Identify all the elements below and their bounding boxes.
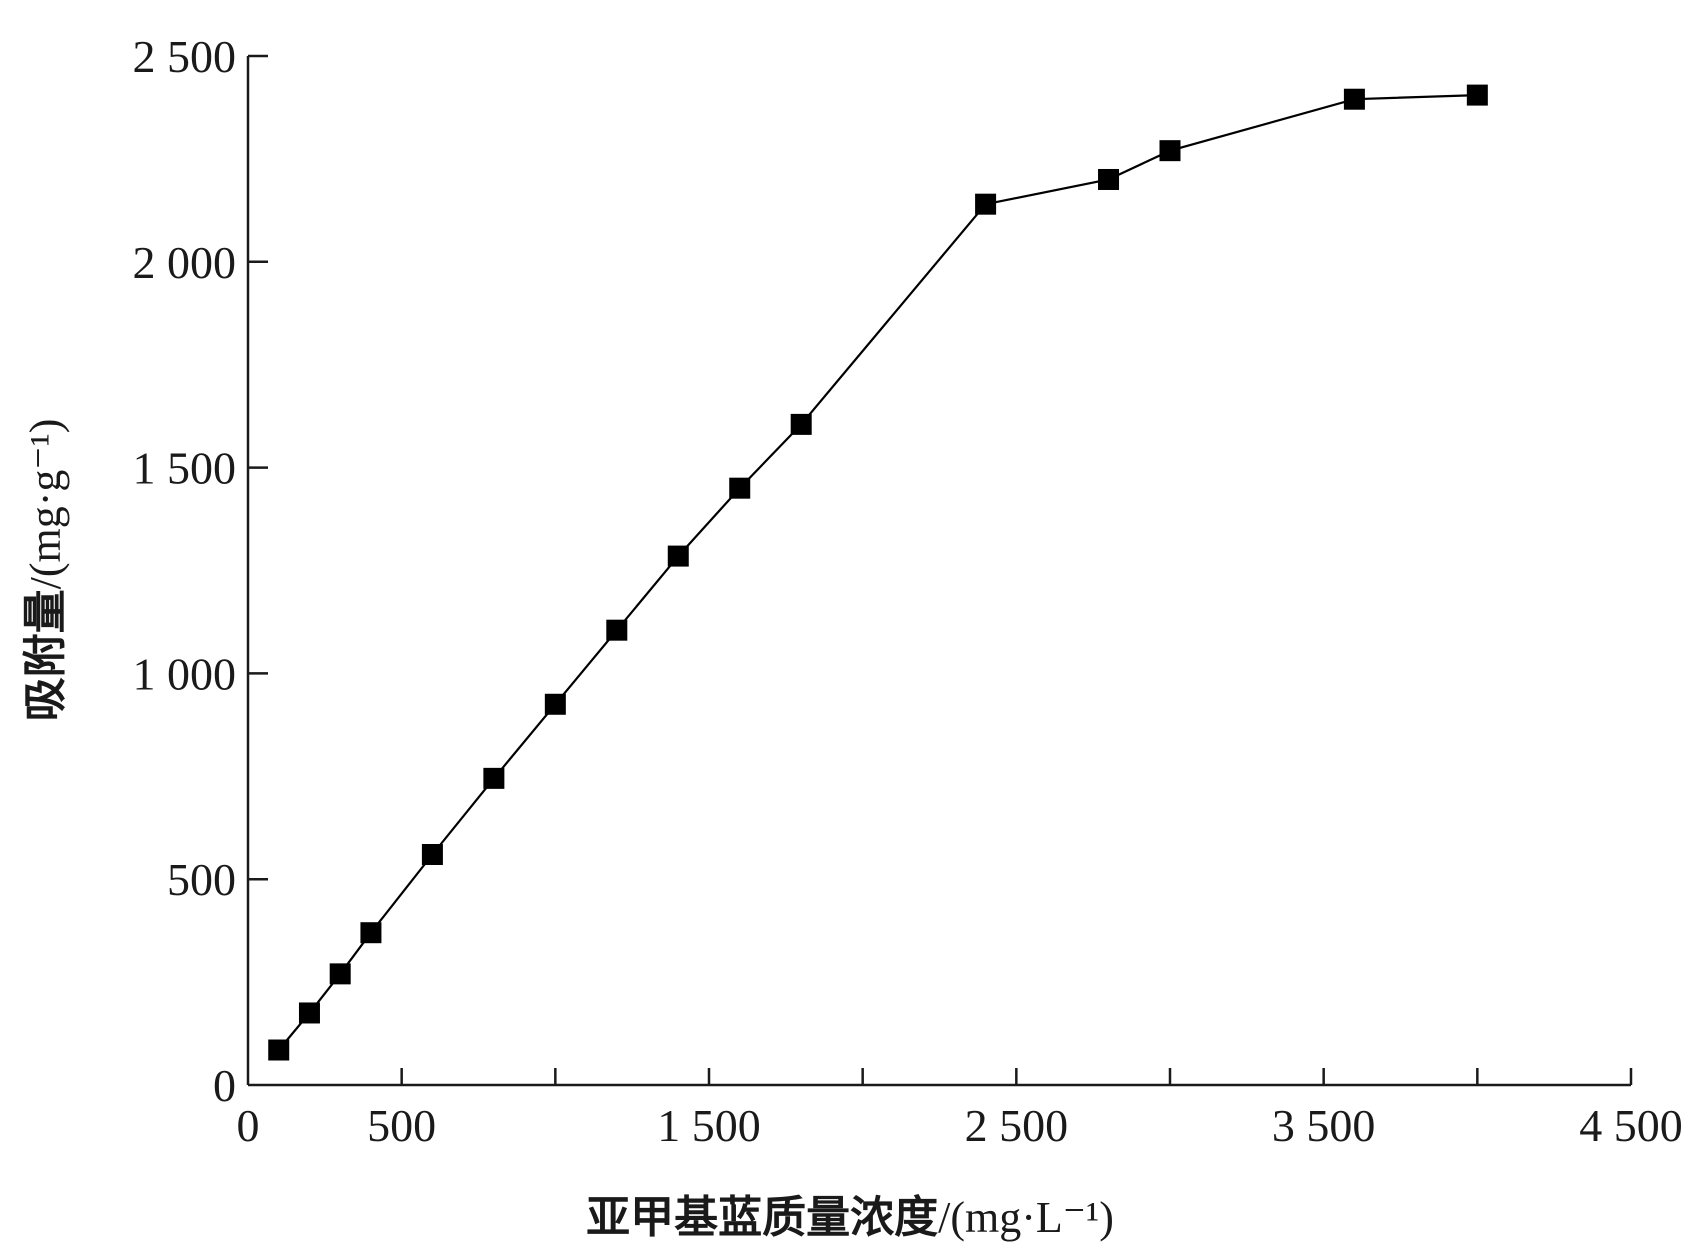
data-point: [1159, 140, 1181, 162]
ticks: [248, 54, 1633, 1085]
x-tick-label: 2 500: [965, 1100, 1069, 1151]
data-point: [421, 844, 443, 866]
data-point: [483, 767, 505, 789]
data-point: [790, 413, 812, 435]
y-tick-label: 500: [167, 854, 236, 905]
x-tick-label: 500: [367, 1100, 436, 1151]
series: [268, 84, 1488, 1061]
data-point: [667, 545, 689, 567]
data-point: [298, 1002, 320, 1024]
data-point: [729, 477, 751, 499]
data-point: [606, 619, 628, 641]
data-point: [360, 922, 382, 944]
x-axis-title: 亚甲基蓝质量浓度/(mg·L⁻¹): [586, 1192, 1114, 1243]
y-axis-title: 吸附量/(mg·g⁻¹): [20, 419, 71, 722]
data-point: [544, 693, 566, 715]
data-point: [1098, 168, 1120, 190]
data-point: [1343, 88, 1365, 110]
axes: [246, 56, 1631, 1087]
y-tick-label: 1 500: [133, 443, 237, 494]
tick-labels: 0 500 1 500 2 500 3 500 4 500 0 500 1 000 1 500 2 …: [133, 31, 1683, 1151]
y-tick-label: 0: [213, 1060, 236, 1111]
x-tick-label: 4 500: [1579, 1100, 1683, 1151]
data-point: [1466, 84, 1488, 106]
y-tick-label: 1 000: [133, 648, 237, 699]
data-point: [329, 963, 351, 985]
x-tick-label: 3 500: [1272, 1100, 1376, 1151]
x-tick-label: 0: [237, 1100, 260, 1151]
y-tick-label: 2 500: [133, 31, 237, 82]
x-tick-label: 1 500: [657, 1100, 761, 1151]
data-point: [975, 193, 997, 215]
y-tick-label: 2 000: [133, 237, 237, 288]
series-line: [277, 94, 1478, 1051]
data-point: [268, 1039, 290, 1061]
